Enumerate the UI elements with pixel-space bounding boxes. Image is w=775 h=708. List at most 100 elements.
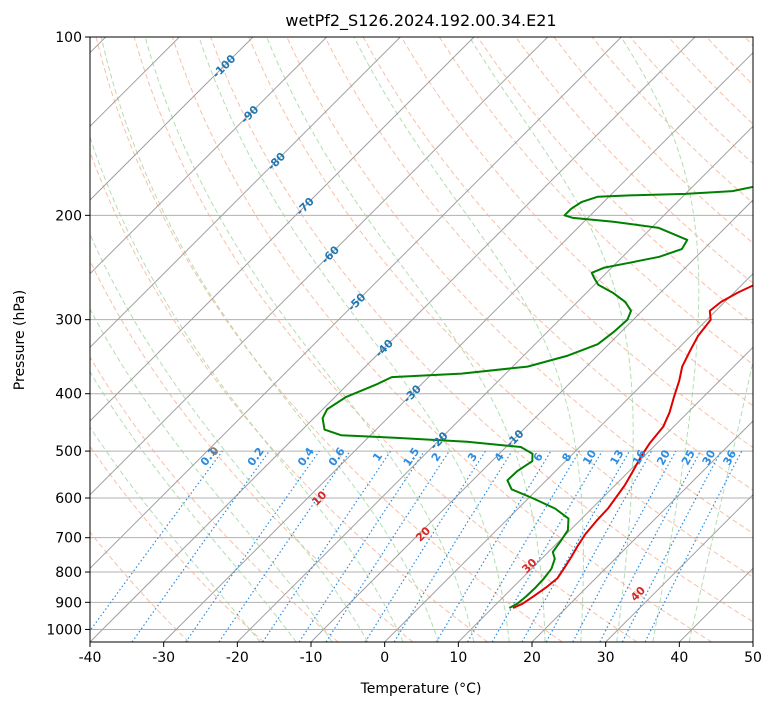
isotherm-line bbox=[90, 37, 622, 570]
x-tick-label: 10 bbox=[449, 650, 467, 666]
dry-adiabat-line bbox=[90, 445, 264, 642]
x-tick-label: -30 bbox=[152, 650, 175, 666]
y-tick-label: 800 bbox=[55, 565, 82, 581]
moist-adiabat-line bbox=[100, 37, 439, 642]
y-axis-label: Pressure (hPa) bbox=[12, 290, 28, 390]
dry-adiabat-line bbox=[210, 37, 753, 623]
axes: -40 -30 -20 -10 0 10 20 30 40 5010020030040050060… bbox=[46, 30, 762, 666]
moist-adiabat-line bbox=[266, 37, 546, 642]
isotherm-line bbox=[90, 37, 328, 275]
x-tick-label: 40 bbox=[670, 650, 688, 666]
x-tick-label: 30 bbox=[597, 650, 615, 666]
mixing-ratio-label: 0.2 bbox=[245, 445, 267, 468]
mixing-ratio-line bbox=[131, 450, 270, 642]
mixing-ratio-line bbox=[521, 450, 631, 642]
mixing-ratio-line bbox=[218, 450, 351, 642]
isotherm-line bbox=[457, 346, 753, 642]
x-tick-label: -10 bbox=[300, 650, 323, 666]
temperature-line bbox=[512, 284, 753, 609]
dry-adiabat-line bbox=[706, 37, 753, 86]
y-tick-label: 600 bbox=[55, 491, 82, 507]
isotherm-label: -30 bbox=[401, 382, 424, 405]
dry-adiabat-line bbox=[744, 37, 753, 47]
isotherm-line bbox=[163, 51, 753, 642]
moist-adiabat-line bbox=[688, 358, 753, 642]
dry-adiabat-line bbox=[591, 37, 753, 204]
isotherm-line bbox=[752, 641, 753, 642]
x-tick-label: 50 bbox=[744, 650, 762, 666]
mixing-ratio-label: 25 bbox=[679, 448, 698, 468]
dry-adiabat-label: 30 bbox=[519, 556, 539, 576]
isotherm-line bbox=[310, 199, 753, 642]
moist-adiabat-line bbox=[198, 37, 510, 642]
mixing-ratio-label: 13 bbox=[608, 448, 627, 468]
mixing-ratio-line bbox=[185, 450, 320, 642]
mixing-ratio-line bbox=[90, 450, 223, 632]
x-tick-label: 0 bbox=[380, 650, 389, 666]
dry-adiabat-line bbox=[133, 37, 638, 642]
isotherm-line bbox=[90, 37, 696, 642]
mixing-ratio-line bbox=[621, 450, 722, 642]
profile-lines bbox=[321, 185, 753, 609]
mixing-ratio-line bbox=[262, 450, 392, 642]
chart-title: wetPf2_S126.2024.192.00.34.E21 bbox=[285, 11, 556, 31]
plot-frame bbox=[89, 36, 754, 643]
mixing-ratio-label: 4 bbox=[492, 450, 507, 464]
mixing-ratio-line bbox=[298, 450, 425, 642]
moist-adiabat-line bbox=[620, 37, 700, 642]
dry-adiabat-line bbox=[90, 150, 488, 642]
x-tick-label: -40 bbox=[79, 650, 102, 666]
dry-adiabat-line bbox=[400, 37, 753, 407]
moist-adiabat-line bbox=[90, 135, 404, 642]
dry-adiabat-line bbox=[324, 37, 753, 491]
x-tick-label: 20 bbox=[523, 650, 541, 666]
dewpoint-line bbox=[321, 185, 753, 609]
isotherm-line bbox=[90, 37, 475, 422]
line-labels: 0.1 0.2 0.4 0.6 1 1.5 2 3 4 6 8 10 13 16 20 25 30 36-100-… bbox=[198, 52, 739, 604]
y-tick-label: 100 bbox=[55, 30, 82, 46]
dry-adiabat-line bbox=[95, 37, 563, 642]
mixing-ratio-line bbox=[644, 450, 743, 642]
mixing-ratio-line bbox=[599, 450, 702, 642]
mixing-ratio-line bbox=[572, 450, 677, 642]
isotherm-line bbox=[605, 493, 753, 642]
mixing-ratio-line bbox=[393, 450, 513, 642]
isotherm-line bbox=[236, 125, 753, 642]
dry-adiabat-line bbox=[668, 37, 753, 125]
mixing-ratio-label: 0.6 bbox=[326, 445, 348, 469]
isotherm-line bbox=[678, 567, 753, 642]
mixing-ratio-label: 6 bbox=[531, 450, 546, 464]
x-tick-label: -20 bbox=[226, 650, 249, 666]
y-tick-label: 500 bbox=[55, 444, 82, 460]
y-tick-label: 1000 bbox=[46, 622, 82, 638]
mixing-ratio-label: 0.4 bbox=[295, 445, 317, 469]
y-tick-label: 900 bbox=[55, 595, 82, 611]
moist-adiabat-line bbox=[90, 426, 261, 642]
moist-adiabat-line bbox=[144, 37, 475, 642]
dry-adiabat-line bbox=[171, 37, 712, 642]
isotherm-line bbox=[531, 420, 753, 642]
mixing-ratio-line bbox=[435, 450, 552, 642]
isotherm-line bbox=[384, 272, 753, 642]
dry-adiabat-label: 20 bbox=[413, 524, 433, 544]
dry-adiabat-line bbox=[362, 37, 753, 449]
dry-adiabat-line bbox=[515, 37, 753, 284]
isotherm-line bbox=[90, 37, 549, 496]
mixing-ratio-label: 36 bbox=[721, 448, 740, 468]
isotherm-label: -80 bbox=[265, 150, 288, 173]
dry-adiabat-line bbox=[90, 531, 190, 642]
dry-adiabat-line bbox=[90, 356, 339, 642]
y-tick-label: 200 bbox=[55, 208, 82, 224]
dry-adiabat-line bbox=[438, 37, 753, 366]
moist-adiabat-line bbox=[90, 308, 333, 642]
moist-adiabat-line bbox=[90, 232, 369, 642]
dry-adiabat-label: 40 bbox=[628, 584, 648, 604]
mixing-ratio-label: 1.5 bbox=[401, 445, 423, 468]
dry-adiabat-line bbox=[477, 37, 753, 325]
x-axis-label: Temperature (°C) bbox=[360, 681, 482, 697]
mixing-ratio-line bbox=[545, 450, 653, 642]
y-tick-label: 300 bbox=[55, 313, 82, 329]
y-tick-label: 700 bbox=[55, 531, 82, 547]
moist-adiabat-line bbox=[469, 37, 634, 642]
